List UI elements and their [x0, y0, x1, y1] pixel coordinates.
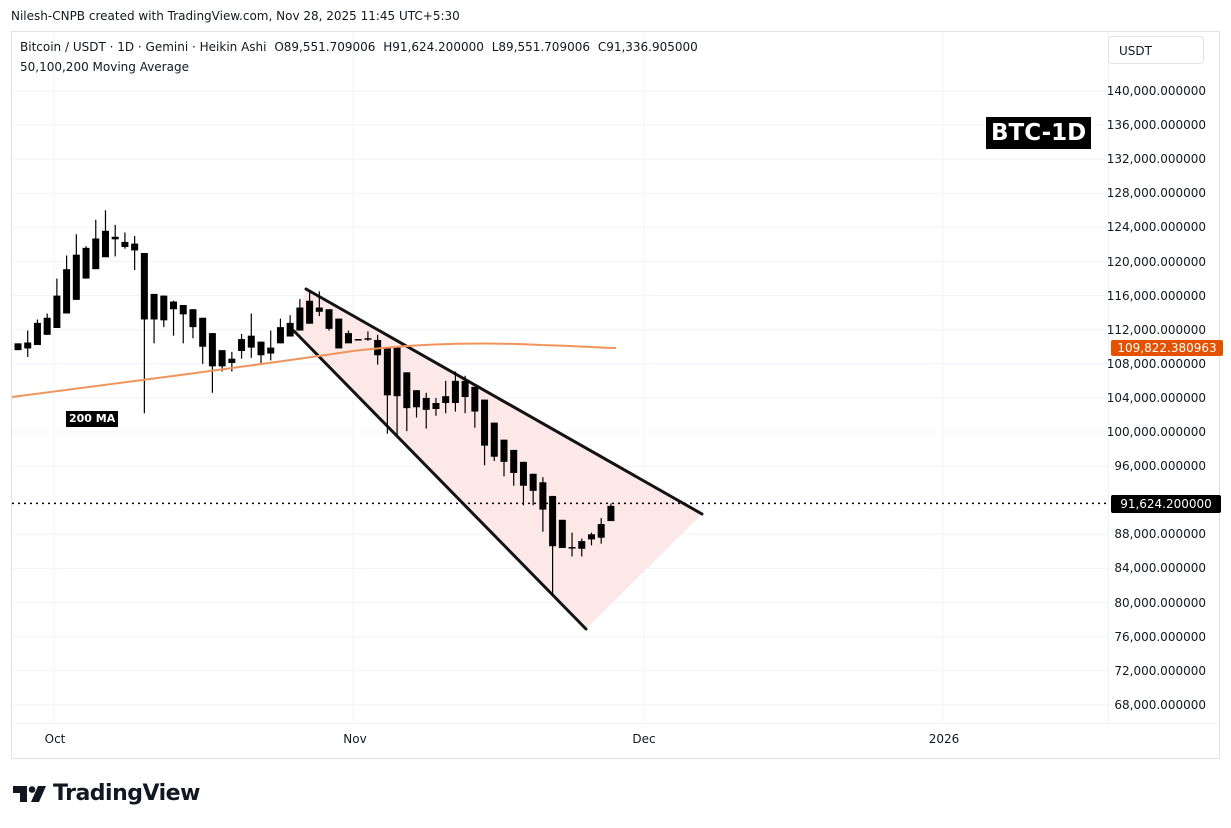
- price-tick: 88,000.000000: [1114, 527, 1206, 542]
- price-tick: 140,000.000000: [1106, 84, 1206, 98]
- price-tick: 100,000.000000: [1106, 425, 1206, 439]
- tradingview-brand: TradingView: [53, 781, 200, 806]
- price-tick: 136,000.000000: [1106, 118, 1206, 133]
- time-label-nov: Nov: [343, 732, 367, 746]
- ma-200-label: 200 MA: [66, 411, 119, 427]
- tradingview-logo-icon: [13, 785, 46, 802]
- ohlc-low: L89,551.709006: [491, 40, 590, 54]
- time-axis[interactable]: Oct Nov Dec 2026: [12, 723, 1219, 759]
- price-tick: 96,000.000000: [1114, 459, 1206, 474]
- price-pane[interactable]: Bitcoin / USDT · 1D · Gemini · Heikin As…: [12, 32, 1108, 723]
- price-tick: 132,000.000000: [1106, 152, 1206, 167]
- price-tick: 72,000.000000: [1114, 663, 1206, 678]
- price-tick: 80,000.000000: [1114, 595, 1206, 610]
- currency-button[interactable]: USDT: [1108, 36, 1204, 64]
- price-axis[interactable]: 140,000.000000 136,000.000000 132,000.0000…: [1106, 32, 1220, 723]
- ma-price-badge: 109,822.380963: [1111, 340, 1223, 356]
- indicator-legend[interactable]: 50,100,200 Moving Average: [20, 60, 189, 74]
- symbol-title: Bitcoin / USDT · 1D · Gemini · Heikin As…: [20, 40, 267, 54]
- ohlc-close: C91,336.905000: [597, 40, 698, 54]
- time-label-dec: Dec: [632, 732, 656, 746]
- price-tick: 128,000.000000: [1106, 186, 1206, 201]
- ohlc-open: O89,551.709006: [274, 40, 376, 54]
- btc-1d-label: BTC-1D: [986, 117, 1092, 149]
- price-tick: 76,000.000000: [1114, 629, 1206, 644]
- price-tick: 124,000.000000: [1106, 220, 1206, 235]
- price-tick: 116,000.000000: [1106, 288, 1206, 303]
- time-label-2026: 2026: [928, 732, 960, 746]
- price-tick: 104,000.000000: [1106, 390, 1206, 405]
- candlestick-chart: [12, 32, 1108, 723]
- price-tick: 84,000.000000: [1114, 561, 1206, 576]
- ohlc-high: H91,624.200000: [383, 40, 484, 54]
- time-label-oct: Oct: [44, 732, 66, 746]
- price-tick: 108,000.000000: [1106, 356, 1206, 371]
- price-tick: 112,000.000000: [1106, 322, 1206, 337]
- symbol-legend[interactable]: Bitcoin / USDT · 1D · Gemini · Heikin As…: [20, 40, 698, 54]
- last-price-badge: 91,624.200000: [1111, 495, 1221, 513]
- price-tick: 68,000.000000: [1114, 697, 1206, 712]
- price-tick: 120,000.000000: [1106, 254, 1206, 269]
- chart-frame: Bitcoin / USDT · 1D · Gemini · Heikin As…: [11, 31, 1223, 759]
- chart-credit: Nilesh-CNPB created with TradingView.com…: [11, 9, 460, 23]
- tradingview-logo[interactable]: TradingView: [13, 781, 200, 806]
